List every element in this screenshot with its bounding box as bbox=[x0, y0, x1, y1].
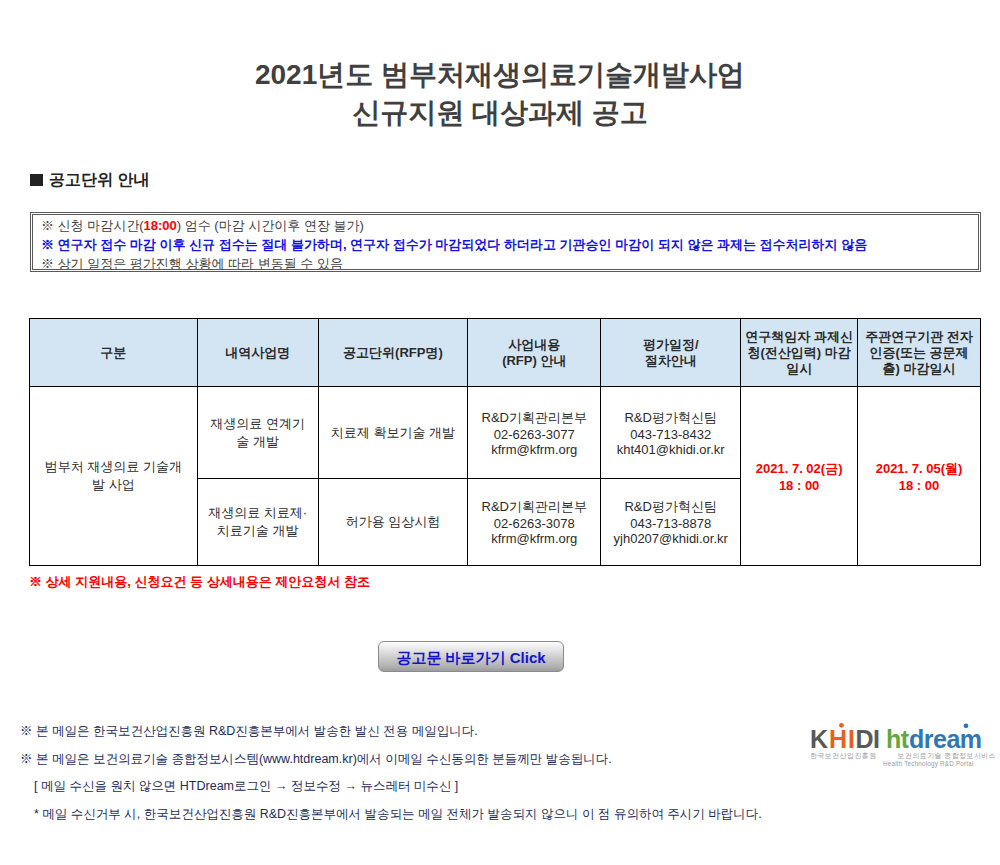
svg-text:D: D bbox=[856, 725, 874, 753]
svg-text:H: H bbox=[829, 725, 847, 753]
svg-text:I: I bbox=[873, 725, 879, 753]
svg-text:I: I bbox=[848, 725, 854, 753]
svg-text:dream: dream bbox=[909, 725, 982, 753]
svg-text:K: K bbox=[810, 725, 828, 753]
svg-text:ht: ht bbox=[886, 725, 910, 753]
